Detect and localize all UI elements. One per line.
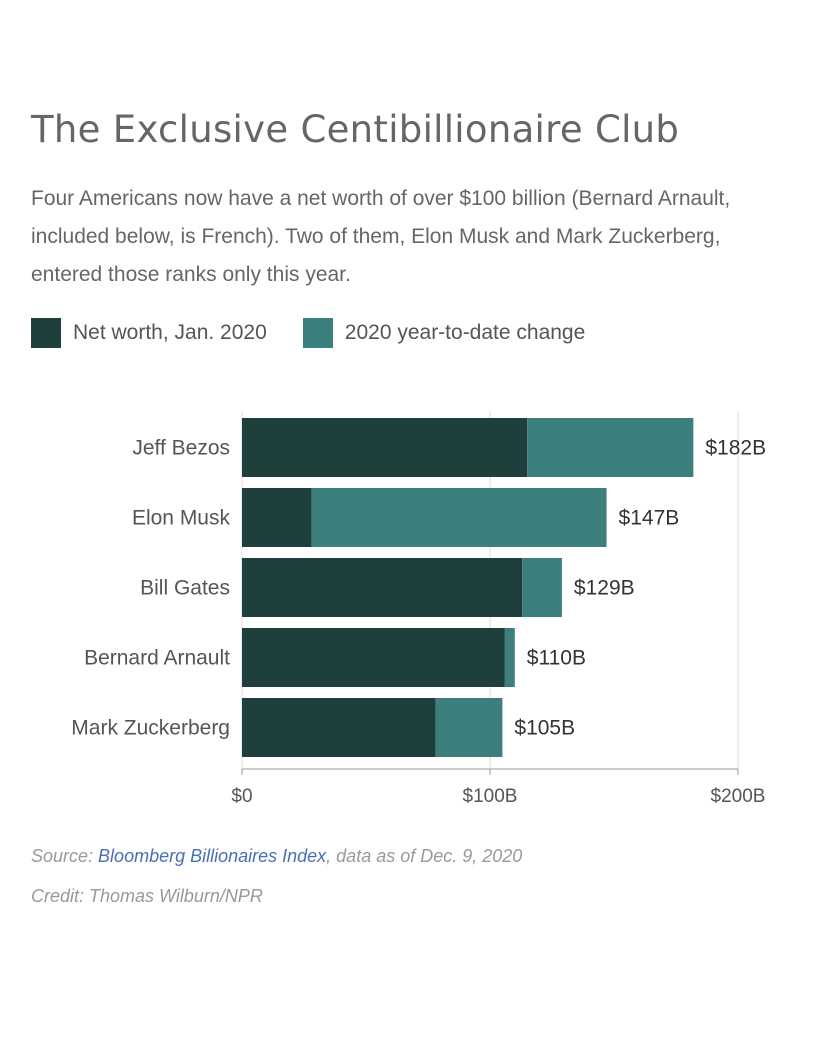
chart-title: The Exclusive Centibillionaire Club xyxy=(31,108,680,151)
bar-elon-musk-series-0 xyxy=(242,488,312,547)
legend-swatch-ytd-change xyxy=(302,318,333,348)
legend-label-net-worth: Net worth, Jan. 2020 xyxy=(73,321,267,344)
bar-bernard-arnault-series-1 xyxy=(504,628,515,687)
legend-swatch-net-worth xyxy=(31,318,61,348)
category-label: Bill Gates xyxy=(140,577,230,600)
credit-line: Credit: Thomas Wilburn/NPR xyxy=(31,886,263,906)
legend-item-net-worth: Net worth, Jan. 2020 xyxy=(31,318,267,348)
chart-subtitle: Four Americans now have a net worth of o… xyxy=(31,187,731,286)
source-line: Source: Bloomberg Billionaires Index, da… xyxy=(31,846,522,867)
data-label: $182B xyxy=(705,437,766,460)
data-label: $110B xyxy=(527,647,586,670)
bar-mark-zuckerberg-series-1 xyxy=(435,698,503,757)
x-tick-label: $200B xyxy=(711,786,766,807)
data-label: $129B xyxy=(574,577,635,600)
x-tick-label: $0 xyxy=(231,786,252,807)
legend-label-ytd-change: 2020 year-to-date change xyxy=(344,321,586,344)
data-label: $105B xyxy=(514,717,575,740)
category-label: Jeff Bezos xyxy=(132,437,230,460)
bar-elon-musk-series-1 xyxy=(311,488,607,547)
category-label: Elon Musk xyxy=(132,507,231,530)
source-suffix: , data as of Dec. 9, 2020 xyxy=(326,846,523,866)
bar-bernard-arnault-series-0 xyxy=(242,628,505,687)
bar-jeff-bezos-series-1 xyxy=(527,418,694,477)
bar-bill-gates-series-0 xyxy=(242,558,523,617)
bar-chart: Jeff Bezos $182B Elon Musk $147B Bill Gates $… xyxy=(71,412,766,807)
category-label: Bernard Arnault xyxy=(84,647,230,670)
data-label: $147B xyxy=(619,507,680,530)
category-label: Mark Zuckerberg xyxy=(71,717,230,740)
legend-item-ytd-change: 2020 year-to-date change xyxy=(302,318,586,348)
bar-jeff-bezos-series-0 xyxy=(242,418,528,477)
bar-bill-gates-series-1 xyxy=(522,558,562,617)
x-tick-label: $100B xyxy=(463,786,518,807)
legend: Net worth, Jan. 2020 2020 year-to-date c… xyxy=(31,316,621,350)
bar-mark-zuckerberg-series-0 xyxy=(242,698,436,757)
source-link[interactable]: Bloomberg Billionaires Index xyxy=(98,846,327,866)
source-prefix: Source: xyxy=(31,846,99,866)
